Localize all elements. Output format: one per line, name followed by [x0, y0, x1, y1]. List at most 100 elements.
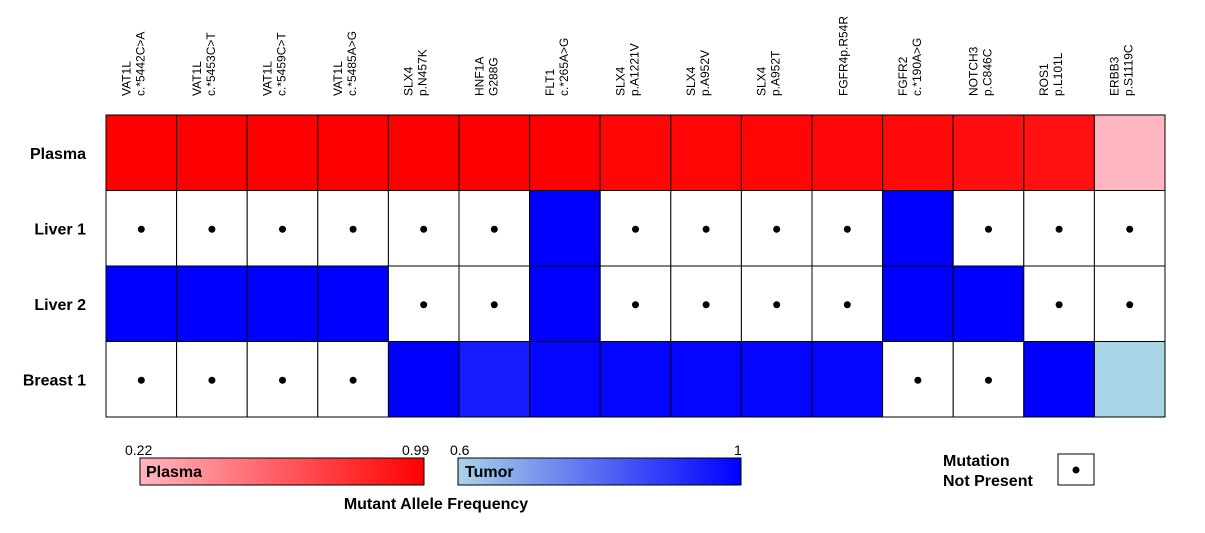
- plasma-scale-label: Plasma: [146, 464, 202, 481]
- column-label: p.A952V: [698, 50, 712, 96]
- heatmap-cell: [529, 341, 601, 418]
- heatmap-cell: [811, 114, 884, 191]
- heatmap-cell: [458, 341, 531, 418]
- mutation-not-present-dot: [985, 376, 992, 384]
- mutation-not-present-dot: [773, 301, 781, 309]
- heatmap-cell: [458, 114, 531, 191]
- mutation-not-present-dot: [420, 301, 428, 309]
- heatmap-cell: [317, 114, 389, 191]
- row-label: Breast 1: [23, 372, 86, 389]
- mutation-legend-line1: Mutation: [943, 453, 1010, 470]
- heatmap-cell: [529, 265, 601, 342]
- heatmap-cell: [105, 265, 178, 342]
- column-label: ERBB3: [1108, 56, 1122, 96]
- heatmap-cell: [811, 341, 884, 418]
- heatmap-cell: [882, 114, 954, 191]
- mutation-not-present-dot: [1126, 225, 1134, 233]
- mutation-not-present-dot: [137, 376, 145, 384]
- heatmap-cell: [670, 341, 742, 418]
- mutation-not-present-dot: [208, 225, 216, 233]
- column-label: ROS1: [1037, 63, 1051, 96]
- heatmap-cell: [105, 341, 178, 418]
- column-labels: VAT1L c.*5442C>A VAT1L c.*5453C>T VAT1L c.*54…: [119, 16, 1135, 96]
- row-labels: Plasma Liver 1 Liver 2 Breast 1: [23, 146, 86, 390]
- heatmap-cell: [952, 265, 1025, 342]
- tumor-gradient-bar: [457, 457, 742, 486]
- column-label: SLX4: [402, 66, 416, 96]
- heatmap-cell: [105, 114, 178, 191]
- column-label: FGFR4p.R54R: [836, 16, 850, 96]
- heatmap-cell: [317, 265, 389, 342]
- column-label: SLX4: [755, 66, 769, 96]
- column-label: SLX4: [684, 66, 698, 96]
- column-label: NOTCH3: [967, 46, 981, 96]
- heatmap-cell: [882, 265, 954, 342]
- mutation-not-present-dot: [279, 376, 286, 384]
- column-label: FLT1: [543, 69, 557, 96]
- heatmap-cell: [670, 114, 742, 191]
- heatmap-cell: [387, 265, 460, 342]
- mutation-not-present-dot: [843, 301, 851, 309]
- column-label: FGFR2: [896, 56, 910, 96]
- color-scale-legend: 0.22 0.99 Plasma 0.6 1 Tumor Mutant Alle…: [125, 442, 742, 513]
- mutation-not-present-dot: [490, 301, 498, 309]
- mutation-legend-box: [1057, 453, 1095, 486]
- heatmap-cell: [387, 341, 460, 418]
- column-label: c.*5442C>A: [133, 32, 147, 96]
- column-label: p.L101L: [1051, 52, 1065, 96]
- tumor-scale-label: Tumor: [465, 464, 514, 481]
- mutation-not-present-dot: [702, 301, 710, 309]
- mutation-not-present-dot: [1055, 301, 1063, 309]
- heatmap-cell: [1093, 114, 1166, 191]
- heatmap-cell: [952, 114, 1025, 191]
- mutation-not-present-dot: [773, 225, 781, 233]
- column-label: SLX4: [614, 66, 628, 96]
- mutation-not-present-dot: [632, 301, 639, 309]
- mutation-legend-dot: [1072, 466, 1080, 474]
- mutation-not-present-dot: [279, 225, 286, 233]
- column-label: VAT1L: [261, 61, 275, 96]
- column-label: p.A952T: [769, 50, 783, 96]
- row-label: Liver 1: [34, 221, 86, 238]
- column-label: p.C846C: [981, 48, 995, 96]
- column-label: p.A1221V: [628, 43, 642, 96]
- mutation-not-present-dot: [420, 225, 428, 233]
- column-label: p.N457K: [416, 49, 430, 96]
- heatmap-cell: [176, 265, 248, 342]
- mutation-not-present-dot: [985, 225, 992, 233]
- column-label: c.*265A>G: [557, 38, 571, 96]
- column-label: G288G: [486, 57, 500, 96]
- row-label: Plasma: [30, 146, 86, 163]
- mutation-not-present-dot: [349, 376, 357, 384]
- heatmap-cell: [882, 190, 954, 267]
- plasma-scale-max: 0.99: [402, 442, 429, 458]
- mutation-not-present-dot: [914, 376, 922, 384]
- column-label: VAT1L: [190, 61, 204, 96]
- mutation-not-present-dot: [1055, 225, 1063, 233]
- heatmap-cell: [1023, 341, 1095, 418]
- row-label: Liver 2: [34, 297, 86, 314]
- mutation-not-present-dot: [490, 225, 498, 233]
- plasma-scale-min: 0.22: [125, 442, 152, 458]
- tumor-scale-max: 1: [734, 442, 742, 458]
- tumor-scale-min: 0.6: [450, 442, 470, 458]
- column-label: c.*190A>G: [910, 38, 924, 96]
- column-label: HNF1A: [472, 57, 486, 96]
- column-label: c.*5485A>G: [345, 31, 359, 96]
- mutation-not-present-dot: [208, 376, 216, 384]
- column-label: VAT1L: [119, 61, 133, 96]
- heatmap-cell: [246, 114, 319, 191]
- heatmap-cell: [670, 190, 742, 267]
- column-label: p.S1119C: [1122, 44, 1136, 96]
- heatmap-cell: [176, 114, 248, 191]
- column-label: c.*5453C>T: [204, 32, 218, 96]
- heatmap-cell: [599, 114, 672, 191]
- heatmap-cell: [246, 265, 319, 342]
- heatmap-cell: [740, 341, 813, 418]
- heatmap-cell: [529, 190, 601, 267]
- mutation-not-present-dot: [632, 225, 639, 233]
- mutation-not-present-dot: [843, 225, 851, 233]
- column-label: c.*5459C>T: [275, 32, 289, 96]
- heatmap-cell: [387, 114, 460, 191]
